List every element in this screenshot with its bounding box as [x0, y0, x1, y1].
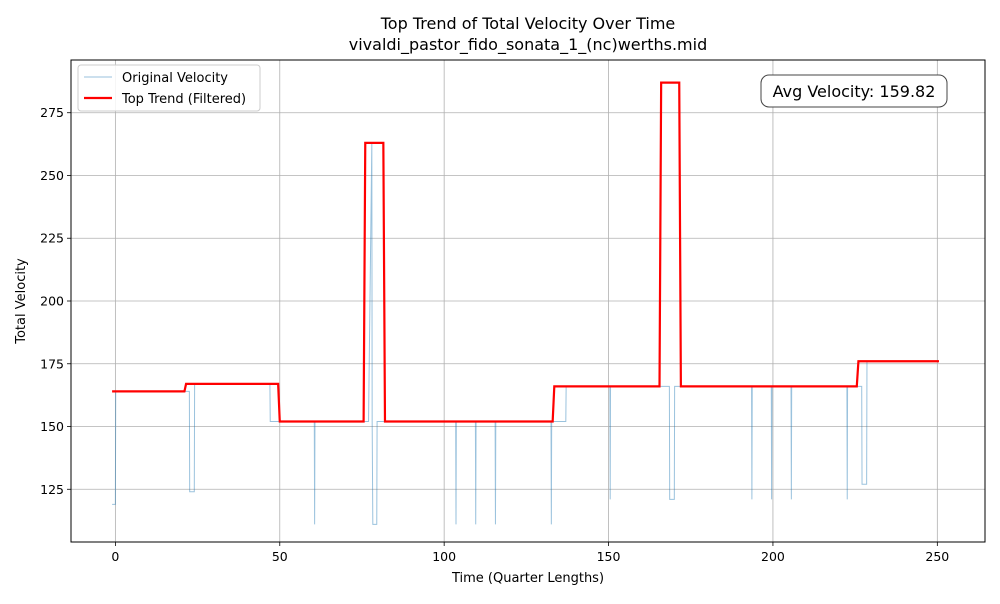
y-tick-label: 125: [40, 482, 64, 497]
x-tick-label: 250: [925, 549, 949, 564]
x-tick-label: 0: [111, 549, 119, 564]
annotation: Avg Velocity: 159.82: [760, 74, 948, 108]
y-tick-label: 150: [40, 419, 64, 434]
x-tick-label: 50: [272, 549, 288, 564]
x-tick-label: 150: [597, 549, 621, 564]
y-tick-label: 175: [40, 356, 64, 371]
series-line-top-trend: [112, 81, 939, 423]
x-tick-label: 100: [432, 549, 456, 564]
x-axis-label: Time (Quarter Lengths): [451, 571, 604, 586]
chart-title: Top Trend of Total Velocity Over Time: [380, 14, 676, 33]
x-tick-label: 200: [761, 549, 785, 564]
legend-label-original: Original Velocity: [122, 71, 228, 86]
y-tick-label: 200: [40, 294, 64, 309]
y-tick-label: 225: [40, 231, 64, 246]
y-axis-label: Total Velocity: [14, 258, 29, 345]
avg-velocity-annotation: Avg Velocity: 159.82: [773, 82, 936, 101]
y-tick-label: 275: [40, 105, 64, 120]
legend-label-top-trend: Top Trend (Filtered): [121, 92, 246, 107]
grid: [71, 60, 985, 542]
y-tick-label: 250: [40, 168, 64, 183]
annotation-box: [760, 74, 948, 108]
series-layer: [112, 81, 939, 525]
legend-box: [77, 64, 261, 112]
chart-subtitle: vivaldi_pastor_fido_sonata_1_(nc)werths.…: [349, 35, 707, 55]
axis-ticks: 0 50 100 150 200 250 125 150 175 200 225 250 275: [40, 105, 949, 564]
legend: Original Velocity Top Trend (Filtered): [77, 64, 261, 112]
